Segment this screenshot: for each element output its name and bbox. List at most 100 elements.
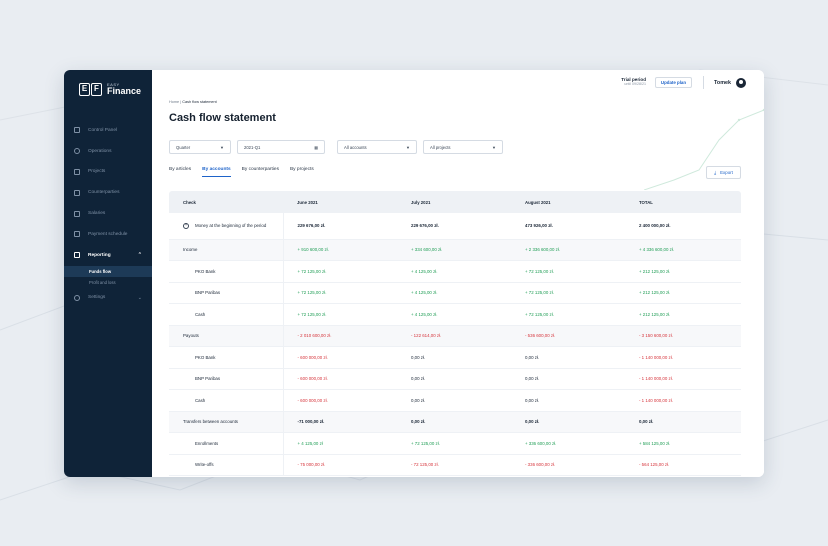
table-cell: + 212 125,00 zł. <box>625 260 741 283</box>
sidebar-item-label: Payment schedule <box>88 231 128 237</box>
table-cell: - 1 140 000,00 zł. <box>625 368 741 390</box>
row-label[interactable]: Income <box>169 239 284 261</box>
table-cell: - 2 010 600,00 zł. <box>283 325 397 347</box>
column-header: June 2021 <box>283 191 397 213</box>
table-cell: 0,00 zł. <box>511 411 625 433</box>
sidebar-item-label: Projects <box>88 169 106 175</box>
export-button[interactable]: ⤓ Export <box>706 166 741 179</box>
period-select-value: Quarter <box>176 144 191 150</box>
calendar-check-icon <box>74 231 80 238</box>
caret-down-icon: ▼ <box>220 144 224 150</box>
sidebar-item-label: Reporting <box>88 252 111 258</box>
tab-by-projects[interactable]: By projects <box>289 167 314 172</box>
sidebar-item-counterparties[interactable]: Counterparties <box>64 182 152 203</box>
document-icon <box>74 168 80 175</box>
table-row: + Money at the beginning of the period 22… <box>169 213 741 240</box>
logo: E F EASY Finance <box>79 83 141 96</box>
row-label: BNP Paribas <box>169 368 284 390</box>
table-cell: + 4 125,00 zł. <box>397 260 511 283</box>
table-cell: + 4 336 600,00 zł. <box>625 239 741 261</box>
table-cell: - 564 125,00 zł. <box>625 454 741 476</box>
table-cell: + 72 125,00 zł. <box>283 260 397 283</box>
table-cell: - 600 000,00 zł. <box>283 346 397 369</box>
row-label: Cash <box>169 389 284 412</box>
sidebar-item-control-panel[interactable]: Control Panel <box>64 120 152 141</box>
row-label: BNP Paribas <box>169 282 284 304</box>
caret-down-icon: ▼ <box>492 144 496 150</box>
tab-by-articles[interactable]: By articles <box>169 167 192 172</box>
table-cell: - 600 000,00 zł. <box>283 368 397 390</box>
table-cell: - 1 140 000,00 zł. <box>625 346 741 369</box>
table-cell: + 212 125,00 zł. <box>625 282 741 304</box>
sidebar-subitem-profit-and-loss[interactable]: Profit and loss <box>89 279 116 285</box>
accounts-select[interactable]: All accounts ▼ <box>337 140 417 154</box>
sidebar-item-payment-schedule[interactable]: Payment schedule <box>64 224 152 245</box>
sidebar-nav: Control Panel Operations Projects Counte… <box>64 120 152 308</box>
column-header: July 2021 <box>397 191 511 213</box>
table-row: BNP Paribas - 600 000,00 zł. 0,00 zł. 0,… <box>169 368 741 390</box>
tab-by-accounts[interactable]: By accounts <box>202 167 231 177</box>
table-cell: - 72 125,00 zł. <box>397 454 511 476</box>
sidebar-item-label: Counterparties <box>88 190 120 196</box>
sidebar-item-salaries[interactable]: Salaries <box>64 203 152 224</box>
table-cell: - 75 000,00 zł. <box>283 454 397 476</box>
row-label: PKO Bank <box>169 260 284 283</box>
row-label: PKO Bank <box>169 346 284 369</box>
table-cell: - 122 614,00 zł. <box>397 325 511 347</box>
sidebar-item-settings[interactable]: Settings ⌄ <box>64 288 152 309</box>
circle-dollar-icon <box>74 148 80 155</box>
period-select[interactable]: Quarter ▼ <box>169 140 231 154</box>
sidebar-item-operations[interactable]: Operations <box>64 141 152 162</box>
accounts-select-value: All accounts <box>344 144 367 150</box>
table-cell: -71 000,00 zł. <box>283 411 397 433</box>
date-picker-value: 2021-Q1 <box>244 144 261 150</box>
update-plan-button[interactable]: Update plan <box>655 77 692 88</box>
table-cell: + 72 125,00 zł. <box>511 282 625 304</box>
table-header-row: Check June 2021 July 2021 August 2021 TO… <box>169 191 741 213</box>
table-cell: 229 676,00 zł. <box>397 213 511 240</box>
breadcrumb-current: Cash flow statement <box>182 100 217 104</box>
user-avatar-icon <box>736 78 746 88</box>
caret-down-icon: ▼ <box>406 144 410 150</box>
sidebar-subitem-funds-flow[interactable]: Funds flow <box>64 265 152 277</box>
download-icon: ⤓ <box>714 170 717 175</box>
user-menu[interactable]: Tomek <box>714 78 746 88</box>
trial-expiry: until 09/28/21 <box>624 82 646 86</box>
sidebar-item-projects[interactable]: Projects <box>64 162 152 183</box>
table-cell: 0,00 zł. <box>511 389 625 412</box>
breadcrumb: Home | Cash flow statement <box>169 100 217 104</box>
row-label[interactable]: Payouts <box>169 325 284 347</box>
table-cell: 0,00 zł. <box>397 411 511 433</box>
table-cell: - 336 600,00 zł. <box>511 454 625 476</box>
row-label: Enrollments <box>169 432 284 455</box>
table-cell: 229 676,00 zł. <box>283 213 397 240</box>
topbar: Trial period until 09/28/21 Update plan … <box>152 70 764 94</box>
row-label-cell[interactable]: + Money at the beginning of the period <box>169 213 284 240</box>
cash-flow-table: Check June 2021 July 2021 August 2021 TO… <box>169 191 741 477</box>
date-picker[interactable]: 2021-Q1 ▦ <box>237 140 325 154</box>
table-cell: + 336 600,00 zł. <box>511 432 625 455</box>
row-label[interactable]: Transfers between accounts <box>169 411 284 433</box>
table-cell: 473 926,00 zł. <box>511 213 625 240</box>
sidebar: E F EASY Finance Control Panel Operation… <box>64 70 152 477</box>
breadcrumb-home[interactable]: Home <box>169 100 180 104</box>
column-header: Check <box>169 191 283 213</box>
sidebar-item-label: Salaries <box>88 211 106 217</box>
expand-plus-icon[interactable]: + <box>183 222 189 229</box>
projects-select-value: All projects <box>430 144 451 150</box>
chevron-down-icon: ⌄ <box>137 294 142 301</box>
table-cell: + 334 600,00 zł. <box>397 239 511 261</box>
sidebar-item-reporting[interactable]: Reporting ⌃ <box>64 245 152 266</box>
view-tabs: By articles By accounts By counterpartie… <box>169 167 314 177</box>
wallet-icon <box>74 210 80 217</box>
logo-letter-e: E <box>79 83 90 96</box>
user-name: Tomek <box>714 80 731 86</box>
table-row: Enrollments + 4 125,00 zł + 72 125,00 zł… <box>169 432 741 455</box>
gear-icon <box>74 294 80 301</box>
table-cell: - 3 150 600,00 zł. <box>625 325 741 347</box>
table-cell: + 2 336 600,00 zł. <box>511 239 625 261</box>
table-cell: + 4 125,00 zł. <box>397 282 511 304</box>
table-row: Income + 910 600,00 zł. + 334 600,00 zł.… <box>169 239 741 261</box>
tab-by-counterparties[interactable]: By counterparties <box>241 167 279 172</box>
projects-select[interactable]: All projects ▼ <box>423 140 503 154</box>
